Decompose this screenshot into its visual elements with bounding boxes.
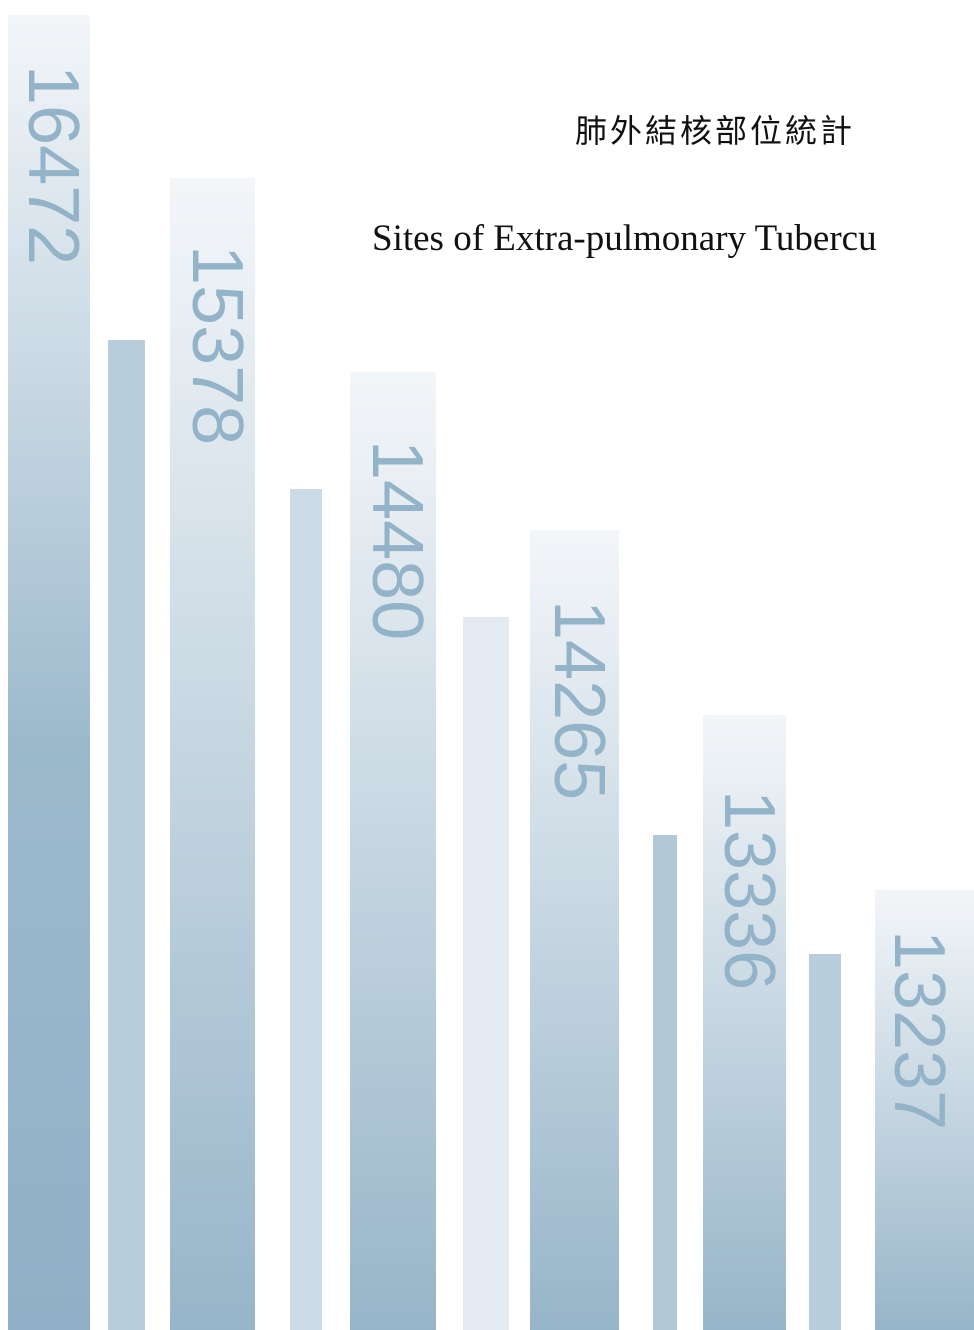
bar <box>875 890 974 1330</box>
vertical-number: 14480 <box>357 440 437 640</box>
vertical-number: 13336 <box>709 790 789 990</box>
vertical-number: 13237 <box>879 930 959 1130</box>
vertical-number: 14265 <box>539 600 619 800</box>
bar <box>8 15 90 1330</box>
wide-bars <box>8 15 974 1330</box>
bar <box>653 835 677 1330</box>
bar <box>108 340 145 1330</box>
vertical-number: 16472 <box>13 65 93 265</box>
title-zh: 肺外結核部位統計 <box>575 112 855 150</box>
bar <box>170 178 255 1330</box>
narrow-bars <box>108 340 841 1330</box>
title-en: Sites of Extra-pulmonary Tubercu <box>372 218 877 259</box>
bar <box>530 530 619 1330</box>
bar <box>809 954 841 1330</box>
bar <box>290 489 322 1330</box>
vertical-number: 15378 <box>177 245 257 445</box>
bar <box>463 617 509 1330</box>
bar <box>350 372 436 1330</box>
bar <box>703 715 786 1330</box>
